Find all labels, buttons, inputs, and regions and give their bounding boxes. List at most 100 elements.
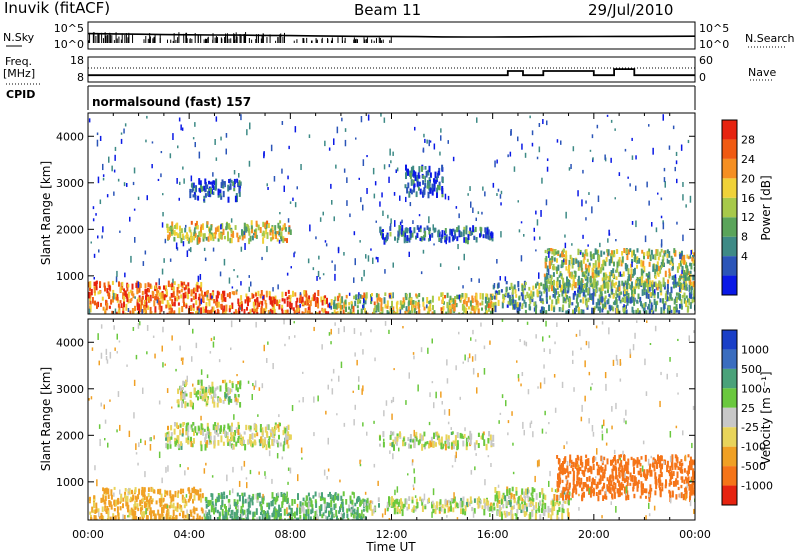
echo-cell (636, 481, 639, 489)
scatter-cell (496, 193, 498, 196)
echo-cell (654, 253, 657, 261)
echo-cell (533, 302, 536, 307)
echo-cell (126, 297, 129, 303)
echo-cell (143, 487, 146, 492)
echo-cell (483, 509, 486, 516)
echo-cell (561, 284, 563, 291)
scatter-cell (690, 250, 692, 255)
scatter-cell (316, 276, 318, 281)
echo-cell (193, 519, 196, 520)
echo-cell (590, 466, 593, 473)
echo-cell (628, 283, 631, 289)
echo-cell (584, 294, 587, 298)
echo-cell (664, 270, 667, 278)
echo-cell (375, 293, 378, 298)
scatter-cell (123, 182, 126, 187)
echo-cell (638, 283, 641, 287)
echo-cell (160, 305, 163, 312)
echo-cell (491, 234, 494, 239)
scatter-cell (336, 126, 339, 134)
echo-cell (599, 301, 602, 305)
echo-cell (411, 308, 414, 314)
echo-cell (378, 312, 381, 314)
echo-cell (487, 235, 490, 240)
echo-cell (563, 297, 566, 302)
echo-cell (676, 471, 679, 479)
echo-cell (426, 498, 429, 504)
echo-cell (327, 494, 330, 498)
echo-cell (191, 188, 194, 193)
echo-cell (122, 503, 124, 509)
echo-cell (336, 310, 339, 314)
echo-cell (591, 273, 594, 279)
echo-cell (249, 498, 252, 502)
echo-cell (544, 249, 547, 254)
echo-cell (209, 514, 212, 520)
echo-cell (261, 308, 264, 314)
echo-cell (179, 231, 182, 239)
scatter-cell (571, 243, 573, 246)
echo-cell (157, 297, 160, 305)
echo-cell (278, 231, 281, 236)
scatter-cell (267, 187, 269, 190)
echo-cell (189, 191, 192, 199)
echo-cell (601, 284, 604, 292)
echo-cell (593, 265, 596, 269)
echo-cell (237, 182, 240, 188)
echo-cell (93, 501, 96, 509)
scatter-cell (384, 269, 386, 274)
echo-cell (690, 487, 693, 492)
echo-cell (596, 461, 599, 466)
scatter-cell (123, 128, 125, 134)
echo-cell (578, 482, 581, 486)
echo-cell (646, 469, 649, 475)
echo-cell (241, 511, 244, 516)
scatter-cell (192, 137, 195, 140)
echo-cell (171, 282, 174, 288)
echo-cell (487, 506, 490, 511)
echo-cell (243, 492, 246, 497)
scatter-cell (119, 230, 121, 233)
echo-cell (552, 264, 555, 271)
echo-cell (138, 304, 141, 312)
echo-cell (648, 468, 651, 473)
echo-cell (216, 308, 219, 314)
echo-cell (146, 296, 149, 301)
echo-cell (208, 188, 211, 192)
scatter-cell (447, 140, 449, 144)
echo-cell (531, 510, 534, 518)
scatter-cell (331, 200, 333, 205)
scatter-cell (343, 252, 345, 256)
echo-cell (151, 487, 154, 492)
echo-cell (417, 172, 420, 179)
echo-cell (617, 467, 620, 472)
echo-cell (416, 232, 419, 239)
echo-cell (371, 293, 373, 297)
scatter-cell (382, 210, 384, 216)
echo-cell (655, 483, 658, 490)
echo-cell (233, 518, 235, 520)
echo-cell (94, 290, 96, 296)
scatter-cell (354, 258, 356, 266)
echo-cell (492, 434, 495, 442)
echo-cell (689, 460, 691, 466)
scatter-cell (120, 138, 123, 144)
echo-cell (585, 270, 588, 274)
echo-cell (434, 171, 437, 179)
echo-cell (262, 231, 265, 237)
scatter-cell (182, 166, 184, 170)
echo-cell (633, 299, 636, 306)
echo-cell (235, 506, 237, 510)
echo-cell (639, 276, 641, 281)
echo-cell (636, 458, 639, 465)
echo-cell (659, 487, 661, 491)
scatter-cell (676, 281, 679, 286)
echo-cell (296, 510, 298, 516)
echo-cell (436, 187, 439, 193)
scatter-cell (499, 194, 502, 199)
echo-cell (185, 422, 188, 427)
echo-cell (208, 509, 211, 516)
echo-cell (612, 250, 615, 258)
echo-cell (381, 312, 384, 314)
echo-cell (615, 287, 618, 292)
